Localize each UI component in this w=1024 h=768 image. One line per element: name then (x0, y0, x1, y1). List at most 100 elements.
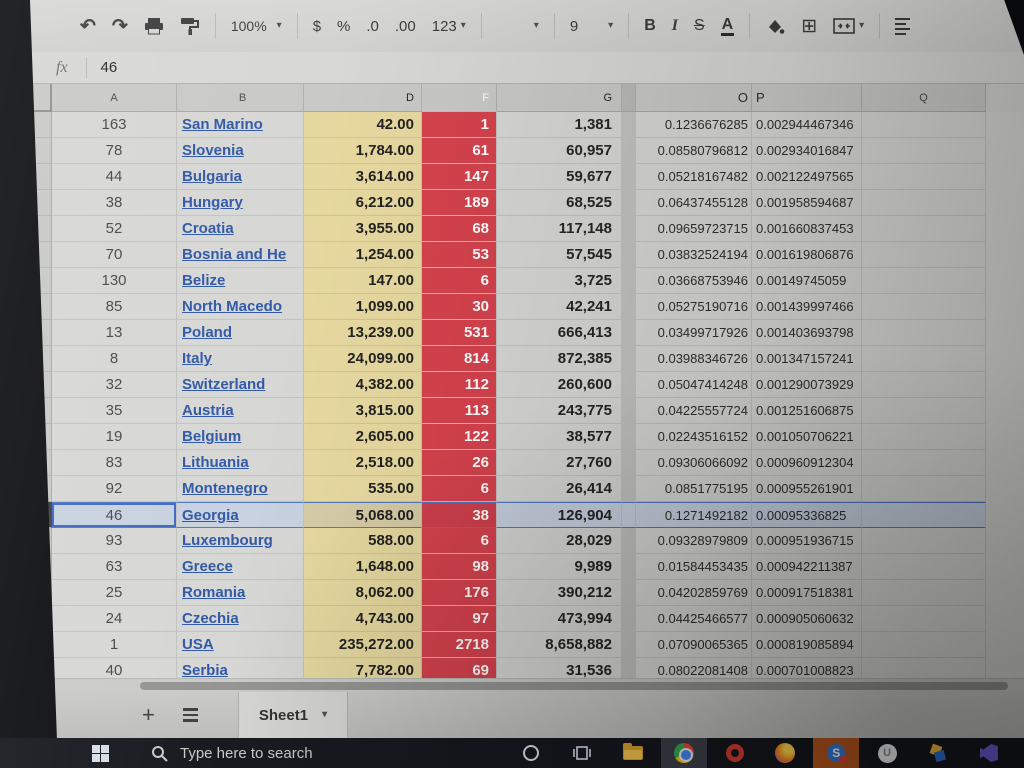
cell-d[interactable]: 42.00 (304, 112, 422, 138)
add-sheet-button[interactable]: + (128, 692, 169, 738)
cell-d[interactable]: 1,099.00 (304, 294, 422, 320)
currency-format-button[interactable]: $ (305, 11, 329, 41)
cell-o[interactable]: 0.07090065365 (636, 632, 752, 658)
cell-d[interactable]: 588.00 (304, 528, 422, 554)
hidden-columns-gap[interactable] (622, 632, 636, 658)
cell-g[interactable]: 57,545 (497, 242, 622, 268)
country-link[interactable]: Romania (182, 584, 246, 601)
cell-p[interactable]: 0.001619806876 (752, 242, 862, 268)
cell-o[interactable]: 0.04202859769 (636, 580, 752, 606)
country-link[interactable]: Serbia (182, 662, 228, 678)
cell-f[interactable]: 6 (422, 476, 497, 502)
cell-d[interactable]: 4,382.00 (304, 372, 422, 398)
cell-d[interactable]: 3,614.00 (304, 164, 422, 190)
hidden-columns-gap[interactable] (622, 294, 636, 320)
column-header-G[interactable]: G (497, 84, 622, 112)
cell-a[interactable]: 83 (52, 450, 177, 476)
cell-q[interactable] (862, 190, 986, 216)
cell-p[interactable]: 0.001290073929 (752, 372, 862, 398)
cell-q[interactable] (862, 320, 986, 346)
cell-country[interactable]: Italy (177, 346, 304, 372)
cell-d[interactable]: 2,518.00 (304, 450, 422, 476)
cell-a[interactable]: 40 (52, 658, 177, 678)
hidden-columns-gap[interactable] (622, 424, 636, 450)
cell-p[interactable]: 0.002122497565 (752, 164, 862, 190)
cell-country[interactable]: Austria (177, 398, 304, 424)
cell-a[interactable]: 85 (52, 294, 177, 320)
cell-o[interactable]: 0.03988346726 (636, 346, 752, 372)
cell-o[interactable]: 0.1271492182 (636, 502, 752, 528)
fill-color-button[interactable] (757, 11, 793, 41)
cell-a[interactable]: 63 (52, 554, 177, 580)
cell-p[interactable]: 0.000951936715 (752, 528, 862, 554)
cell-d[interactable]: 1,648.00 (304, 554, 422, 580)
cell-a[interactable]: 52 (52, 216, 177, 242)
column-header-F[interactable]: F (422, 84, 497, 112)
hidden-columns-gap[interactable] (622, 658, 636, 678)
cell-q[interactable] (862, 138, 986, 164)
cell-f[interactable]: 122 (422, 424, 497, 450)
cell-country[interactable]: Hungary (177, 190, 304, 216)
cell-g[interactable]: 1,381 (497, 112, 622, 138)
cell-d[interactable]: 2,605.00 (304, 424, 422, 450)
cell-country[interactable]: Czechia (177, 606, 304, 632)
country-link[interactable]: Lithuania (182, 454, 249, 471)
cell-g[interactable]: 28,029 (497, 528, 622, 554)
cell-g[interactable]: 260,600 (497, 372, 622, 398)
cell-d[interactable]: 1,254.00 (304, 242, 422, 268)
hidden-columns-gap[interactable] (622, 606, 636, 632)
sheet-tab[interactable]: Sheet1 ▾ (237, 692, 349, 738)
cell-p[interactable]: 0.001050706221 (752, 424, 862, 450)
cell-o[interactable]: 0.04425466577 (636, 606, 752, 632)
cell-q[interactable] (862, 268, 986, 294)
cell-d[interactable]: 3,815.00 (304, 398, 422, 424)
hidden-columns-gap[interactable] (622, 372, 636, 398)
cell-country[interactable]: Bosnia and He (177, 242, 304, 268)
cell-p[interactable]: 0.002944467346 (752, 112, 862, 138)
hidden-columns-gap[interactable] (622, 346, 636, 372)
cell-g[interactable]: 666,413 (497, 320, 622, 346)
cell-f[interactable]: 6 (422, 528, 497, 554)
cell-f[interactable]: 26 (422, 450, 497, 476)
cell-q[interactable] (862, 502, 986, 528)
cell-q[interactable] (862, 658, 986, 678)
country-link[interactable]: Bosnia and He (182, 246, 287, 263)
hidden-columns-gap[interactable] (622, 242, 636, 268)
hidden-columns-gap[interactable] (622, 164, 636, 190)
cell-g[interactable]: 243,775 (497, 398, 622, 424)
cell-o[interactable]: 0.03499717926 (636, 320, 752, 346)
hidden-columns-gap[interactable] (622, 398, 636, 424)
cell-a[interactable]: 24 (52, 606, 177, 632)
country-link[interactable]: Greece (182, 558, 233, 575)
cell-d[interactable]: 3,955.00 (304, 216, 422, 242)
text-color-button[interactable]: A (713, 11, 743, 41)
cell-p[interactable]: 0.000905060632 (752, 606, 862, 632)
column-header-P[interactable]: P (752, 84, 862, 112)
cell-country[interactable]: Lithuania (177, 450, 304, 476)
cell-o[interactable]: 0.05275190716 (636, 294, 752, 320)
hidden-columns-gap[interactable] (622, 554, 636, 580)
cell-o[interactable]: 0.03668753946 (636, 268, 752, 294)
formula-input[interactable]: 46 (100, 59, 118, 76)
cell-a[interactable]: 13 (52, 320, 177, 346)
cell-f[interactable]: 69 (422, 658, 497, 678)
cell-d[interactable]: 535.00 (304, 476, 422, 502)
opera-button[interactable] (712, 738, 758, 768)
cell-f[interactable]: 68 (422, 216, 497, 242)
cell-f[interactable]: 6 (422, 268, 497, 294)
number-format-button[interactable]: 123 ▾ (424, 11, 474, 41)
cell-o[interactable]: 0.09328979809 (636, 528, 752, 554)
zoom-select[interactable]: 100% ▾ (223, 11, 290, 41)
column-header-A[interactable]: A (52, 84, 177, 112)
hidden-columns-gap[interactable] (622, 268, 636, 294)
cell-f[interactable]: 1 (422, 112, 497, 138)
paint-format-button[interactable] (172, 11, 208, 41)
country-link[interactable]: Austria (182, 402, 234, 419)
cell-country[interactable]: Romania (177, 580, 304, 606)
cell-q[interactable] (862, 554, 986, 580)
cell-p[interactable]: 0.001958594687 (752, 190, 862, 216)
vscode-button[interactable] (966, 738, 1012, 768)
cell-o[interactable]: 0.01584453435 (636, 554, 752, 580)
cell-country[interactable]: Bulgaria (177, 164, 304, 190)
cell-g[interactable]: 3,725 (497, 268, 622, 294)
